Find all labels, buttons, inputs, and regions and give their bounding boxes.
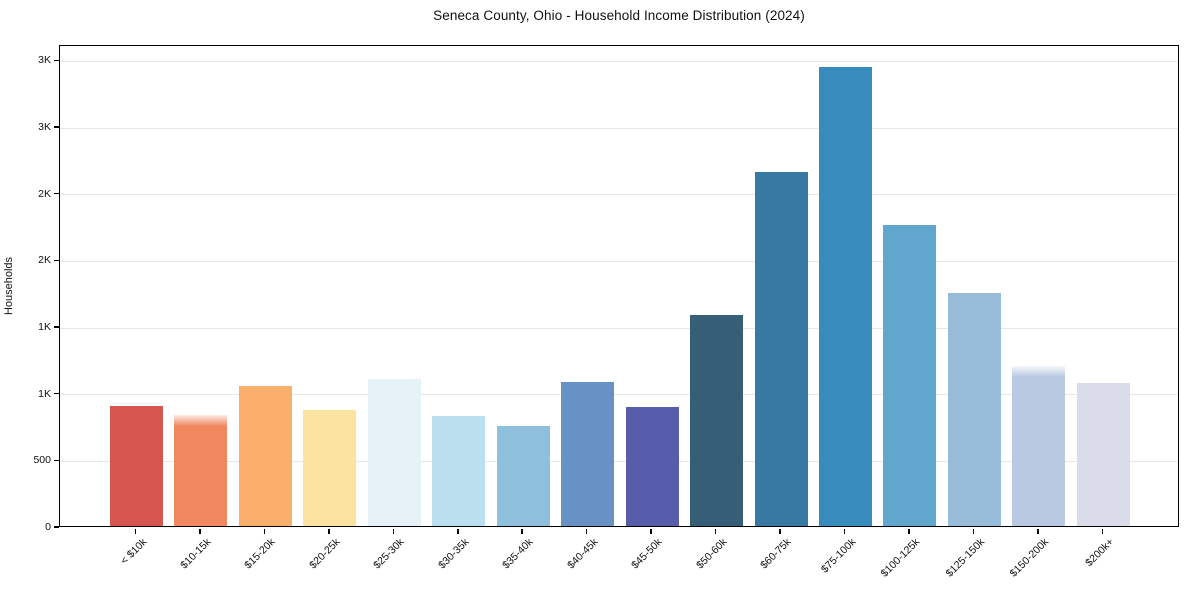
x-tick-mark [392,528,395,534]
y-tick-label: 3K [38,54,51,67]
gridline [60,127,1178,129]
bar-$15-20k [238,386,292,526]
y-tick-mark [54,459,59,462]
bar-$75-100k [818,66,872,526]
bar-soft-top [174,414,228,426]
x-tick-mark [972,528,975,534]
y-tick-mark [54,126,59,128]
y-tick-label: 2K [38,187,51,200]
x-tick-label: $30-35k [435,536,472,572]
x-tick-label: $45-50k [629,536,665,572]
x-tick-label: $20-25k [307,536,343,572]
x-tick-mark [650,528,652,534]
x-tick-label: $25-30k [371,536,407,572]
x-tick-mark [843,528,846,534]
x-tick-mark [1037,528,1039,534]
plot-area [59,45,1179,527]
bar-$60-75k [754,172,808,526]
bar-$30-35k [432,416,486,526]
x-tick-label: $75-100k [818,536,858,576]
gridline [60,394,1178,396]
y-tick-mark [54,59,59,62]
y-tick-label: 1K [38,387,51,400]
x-tick-label: < $10k [117,536,149,567]
x-tick-mark [457,528,459,534]
x-tick-mark [779,528,781,534]
bar-$150-200k [1012,366,1066,526]
bar-< $10k [110,406,163,526]
bar-$25-30k [367,379,421,526]
gridline [60,194,1178,196]
bar-soft-top [1012,366,1066,377]
x-tick-label: $15-20k [242,536,278,572]
y-tick-label: 0 [45,521,51,533]
bar-$125-150k [947,293,1001,526]
y-tick-label: 2K [38,254,51,267]
x-tick-label: $100-125k [878,536,923,580]
bar-$20-25k [303,410,357,526]
x-tick-label: $60-75k [758,536,794,572]
x-tick-mark [199,528,201,534]
gridline [60,327,1178,329]
x-tick-mark [263,528,266,534]
gridline [60,260,1178,262]
y-tick-label: 3K [38,121,51,133]
chart-title: Seneca County, Ohio - Household Income D… [433,8,805,23]
x-tick-label: $10-15k [178,536,214,572]
bar-$50-60k [690,314,744,526]
x-tick-label: $150-200k [1007,536,1052,580]
x-tick-label: $200k+ [1082,536,1116,570]
bar-$200k+ [1076,382,1130,526]
y-tick-mark [54,326,59,328]
y-tick-mark [54,192,59,195]
y-tick-label: 500 [33,454,51,467]
y-tick-label: 1K [38,321,51,333]
x-tick-label: $40-45k [564,536,601,572]
y-tick-mark [54,392,59,395]
bar-$40-45k [561,382,615,526]
bar-$100-125k [883,224,937,526]
bar-$10-15k [174,414,228,526]
gridline [60,60,1178,62]
bar-$35-40k [496,426,550,526]
y-tick-mark [54,526,59,528]
x-tick-label: $50-60k [693,536,730,572]
gridline [60,460,1178,462]
x-tick-label: $35-40k [500,536,536,572]
y-tick-mark [54,259,59,262]
x-tick-mark [714,528,717,534]
x-tick-mark [908,528,910,534]
x-tick-mark [328,528,330,534]
bar-$45-50k [625,407,679,526]
x-tick-mark [585,528,588,534]
x-tick-label: $125-150k [943,536,987,580]
x-tick-mark [134,528,137,534]
x-tick-mark [521,528,523,534]
x-tick-mark [1101,528,1103,534]
